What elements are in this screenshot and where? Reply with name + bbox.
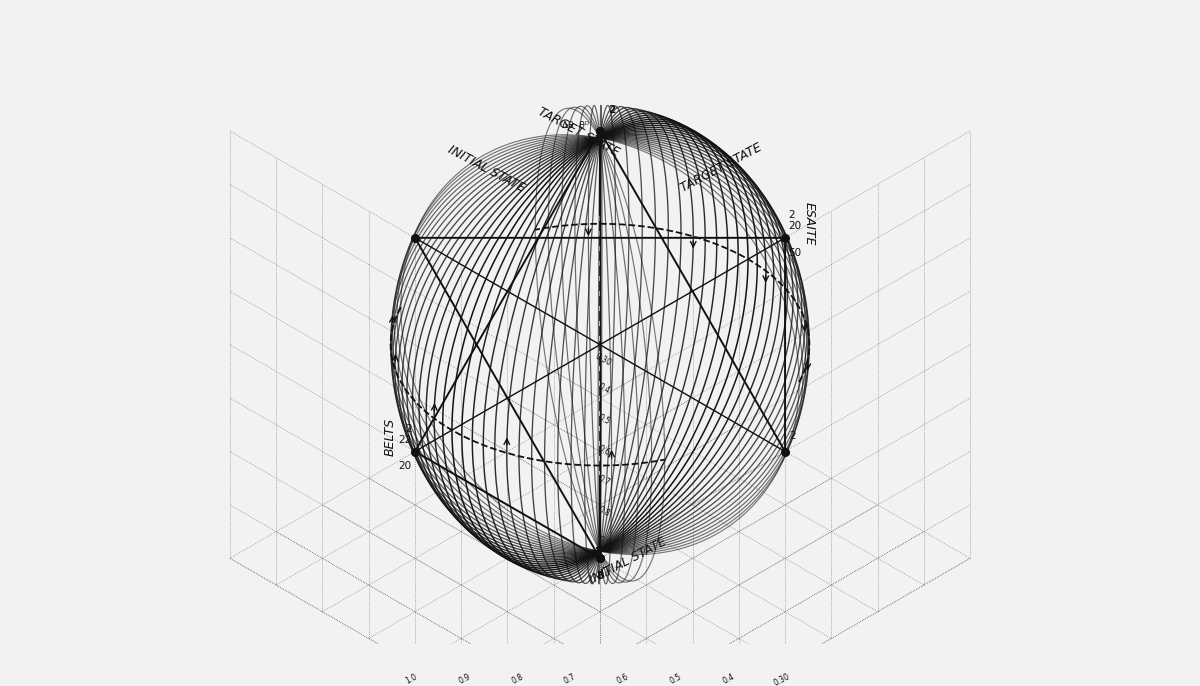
- Text: 0.30: 0.30: [594, 352, 613, 368]
- Text: 2: 2: [404, 423, 412, 434]
- Text: 2: 2: [788, 431, 796, 440]
- Text: 8: 8: [596, 571, 604, 581]
- Text: 0.4: 0.4: [596, 382, 611, 396]
- Text: 0.6: 0.6: [616, 672, 630, 686]
- Text: 20: 20: [398, 461, 412, 471]
- Text: INITIAL STATE: INITIAL STATE: [445, 143, 527, 195]
- Text: INITIAL STATE: INITIAL STATE: [588, 535, 670, 587]
- Text: 20: 20: [788, 222, 802, 231]
- Text: 0.30: 0.30: [772, 672, 791, 686]
- Text: 22: 22: [398, 435, 412, 445]
- Text: 0.6: 0.6: [596, 443, 611, 457]
- Text: TARGET STATE: TARGET STATE: [535, 105, 622, 159]
- Text: 2: 2: [608, 106, 616, 115]
- Text: ESAITE: ESAITE: [803, 202, 816, 246]
- Text: 0.9: 0.9: [457, 672, 472, 686]
- Text: TARGET STATE: TARGET STATE: [678, 141, 764, 195]
- Text: 2: 2: [788, 210, 796, 220]
- Text: 0.5: 0.5: [668, 672, 683, 686]
- Text: 0.7: 0.7: [596, 474, 611, 488]
- Text: 0.8: 0.8: [596, 504, 611, 518]
- Text: BELTS: BELTS: [384, 418, 397, 456]
- Text: Δθ  θᴰ: Δθ θᴰ: [562, 121, 589, 130]
- Text: 0.8: 0.8: [510, 672, 524, 686]
- Text: 0.5: 0.5: [596, 413, 611, 427]
- Text: 0.7: 0.7: [563, 672, 577, 686]
- Text: 1.0: 1.0: [404, 672, 419, 686]
- Text: 0.4: 0.4: [721, 672, 736, 686]
- Text: 1.0: 1.0: [596, 565, 611, 579]
- Text: 0.9: 0.9: [596, 535, 611, 549]
- Text: 50: 50: [788, 248, 802, 258]
